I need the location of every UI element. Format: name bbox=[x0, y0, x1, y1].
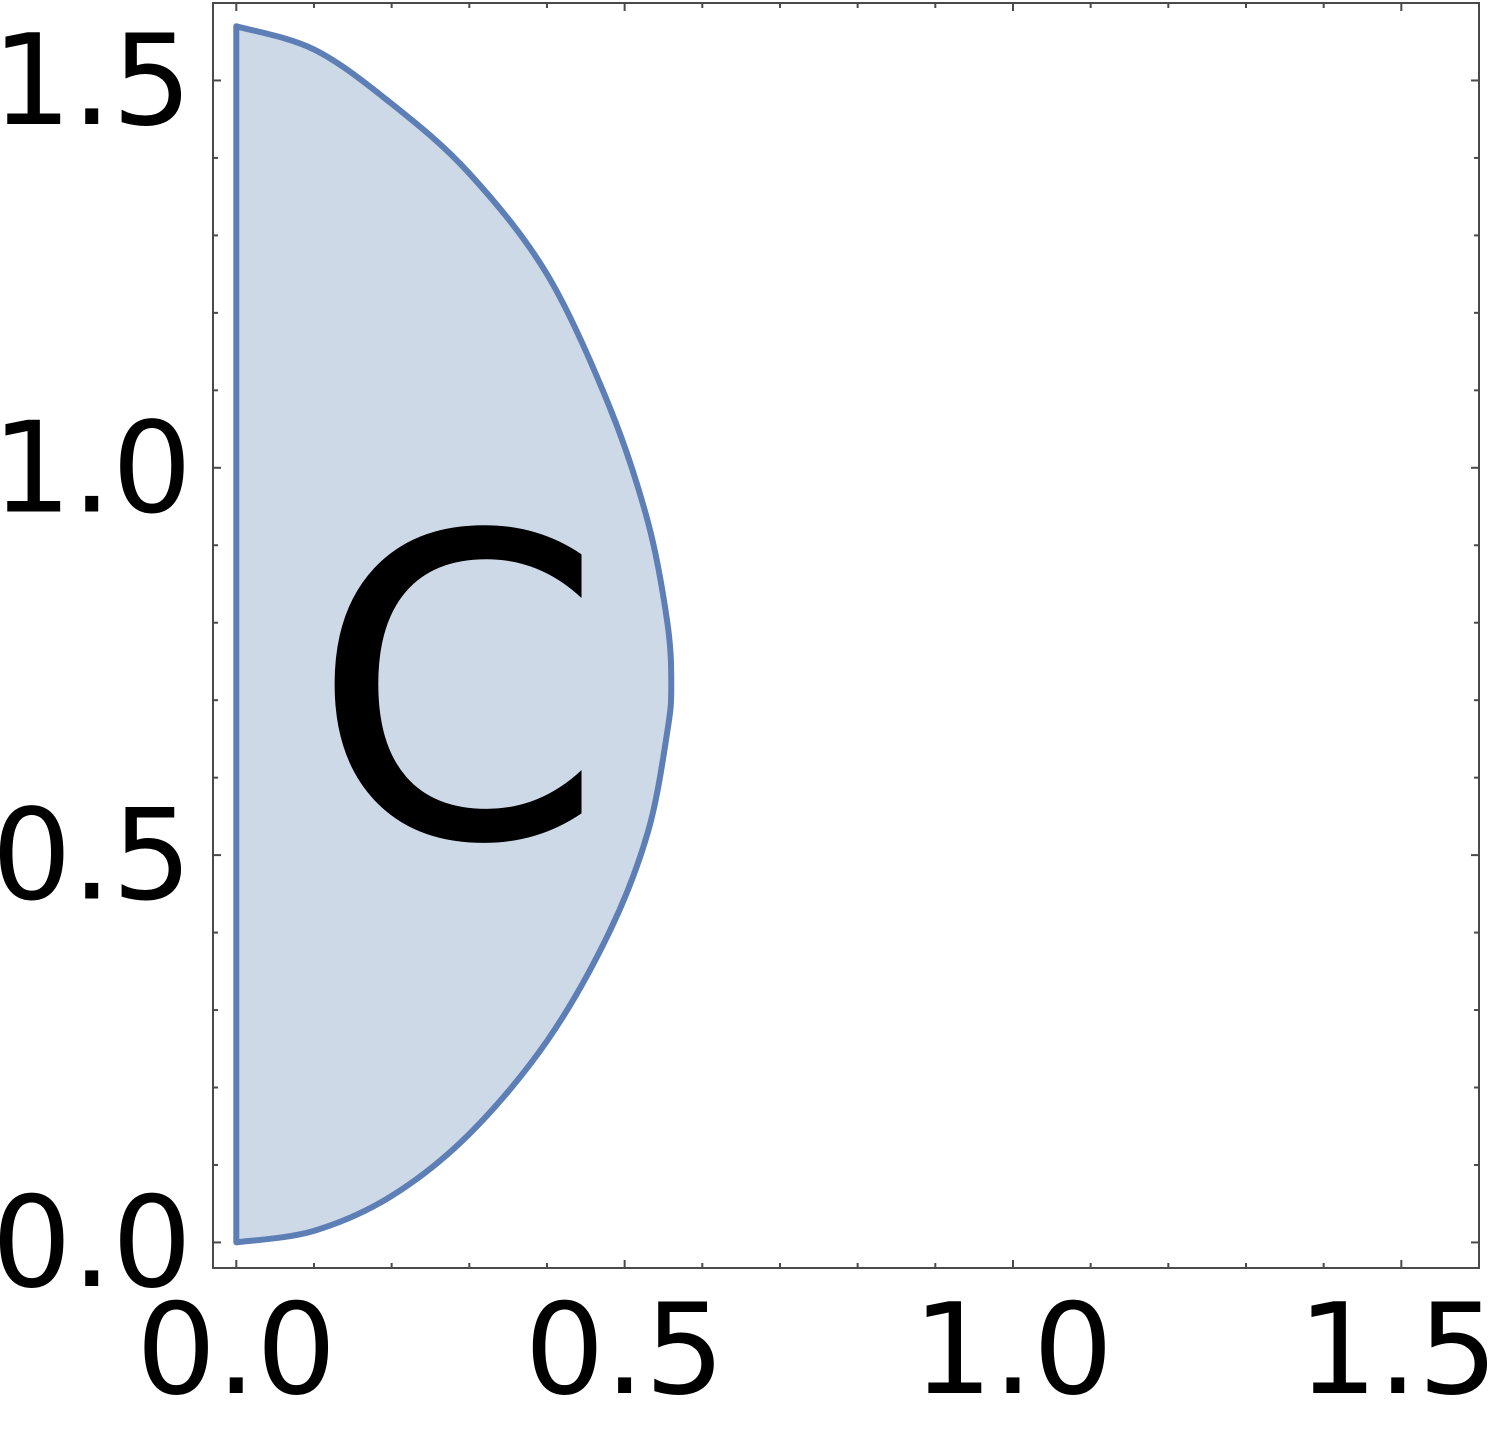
region-label-layer: C bbox=[311, 448, 604, 937]
y-tick-label: 1.0 bbox=[0, 394, 192, 541]
region-c bbox=[233, 23, 675, 1246]
x-tick-label: 1.0 bbox=[913, 1276, 1113, 1423]
x-tick-label: 0.5 bbox=[524, 1276, 724, 1423]
x-tick-labels: 0.0 0.5 1.0 1.5 bbox=[136, 1276, 1498, 1423]
y-tick-labels: 0.0 0.5 1.0 1.5 bbox=[0, 7, 192, 1316]
y-tick-label: 0.0 bbox=[0, 1169, 192, 1316]
y-tick-label: 0.5 bbox=[0, 782, 192, 929]
x-tick-label: 0.0 bbox=[136, 1276, 336, 1423]
region-label: C bbox=[311, 448, 604, 937]
y-tick-label: 1.5 bbox=[0, 7, 192, 154]
x-tick-label: 1.5 bbox=[1298, 1276, 1498, 1423]
region-layer bbox=[233, 23, 675, 1246]
plot-frame bbox=[212, 2, 1480, 1269]
